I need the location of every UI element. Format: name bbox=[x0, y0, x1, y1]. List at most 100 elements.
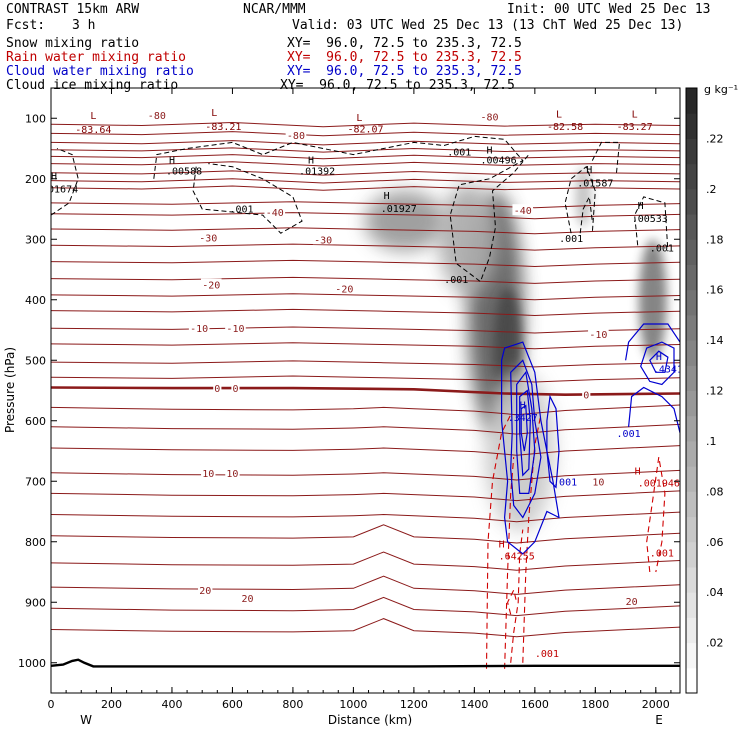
isotherm-upper bbox=[51, 121, 680, 128]
colorbar-unit: g kg⁻¹ bbox=[704, 83, 738, 96]
isotherm-mid bbox=[51, 308, 680, 317]
isotherm-label: -10 bbox=[226, 324, 244, 335]
isotherm-low bbox=[51, 618, 680, 638]
colorbar-bin bbox=[686, 440, 697, 467]
isotherm-mid bbox=[51, 326, 680, 334]
colorbar-tick-label: .14 bbox=[706, 334, 724, 347]
snow-shade-blob bbox=[575, 166, 592, 227]
isotherm-upper bbox=[51, 185, 680, 191]
isotherm-low bbox=[51, 511, 680, 523]
x-tick-label: 600 bbox=[222, 698, 243, 711]
init-time: Init: 00 UTC Wed 25 Dec 13 bbox=[507, 2, 711, 17]
isotherm-label: 20 bbox=[626, 597, 638, 608]
isotherm-label: 0 bbox=[232, 384, 238, 395]
field-snow-name: Snow mixing ratio bbox=[6, 36, 140, 51]
isotherm-label: -30 bbox=[314, 235, 332, 246]
isotherm-low bbox=[51, 596, 680, 617]
isotherm-label-bg bbox=[146, 109, 168, 121]
colorbar-bin bbox=[686, 667, 697, 694]
rain-water-contours bbox=[485, 414, 666, 669]
terrain-line bbox=[51, 658, 680, 668]
field-cloudice-name: Cloud ice mixing ratio bbox=[6, 78, 179, 93]
cloud-water-contour bbox=[625, 323, 680, 361]
cloud-ice-contour bbox=[564, 165, 596, 234]
isotherm-upper bbox=[51, 147, 680, 153]
rain-water-contour bbox=[522, 414, 542, 663]
cloud-water-contour bbox=[628, 386, 680, 433]
isotherm-label-bg bbox=[588, 328, 609, 340]
colorbar-bin bbox=[686, 390, 697, 417]
colorbar-tick-label: .02 bbox=[706, 637, 724, 650]
colorbar-bin bbox=[686, 365, 697, 391]
cloud-water-contour bbox=[519, 389, 531, 477]
colorbar-tick-label: .06 bbox=[706, 536, 724, 549]
isotherm-label-bg bbox=[624, 595, 639, 607]
extremum-label: H bbox=[656, 352, 662, 363]
model-title: CONTRAST 15km ARW bbox=[6, 2, 140, 17]
colorbar-tick-label: .04 bbox=[706, 586, 724, 599]
extremum-label: -83.64 bbox=[75, 125, 111, 136]
extremum-label: .01392 bbox=[299, 166, 335, 177]
plot-frame bbox=[50, 87, 681, 694]
cloud-ice-contour bbox=[579, 195, 593, 234]
isotherm-mid bbox=[51, 293, 680, 301]
x-tick-label: 1000 bbox=[339, 698, 367, 711]
colorbar: .02 .04 .06 .08 .1 .12 .14 .16 .18 .2 .22 g kg⁻¹ bbox=[685, 83, 738, 694]
isotherm-mid bbox=[51, 259, 680, 268]
field-cloudwater-xy: XY= 96.0, 72.5 to 235.3, 72.5 bbox=[287, 64, 522, 79]
isotherm-label-bg bbox=[334, 282, 355, 294]
snow-shade-blob bbox=[364, 191, 445, 252]
isotherm-mid bbox=[51, 243, 680, 251]
x-tick-label: 1200 bbox=[400, 698, 428, 711]
extremum-label: .3427 bbox=[508, 413, 538, 424]
isotherm-label-bg bbox=[264, 206, 286, 218]
extremum-label: L bbox=[90, 111, 96, 122]
colorbar-bin bbox=[686, 566, 697, 593]
cloud-ice-contour bbox=[153, 135, 530, 283]
extremum-label: .001 bbox=[650, 549, 674, 560]
colorbar-frame bbox=[685, 87, 698, 694]
x-tick-label: 1400 bbox=[460, 698, 488, 711]
isotherm-upper bbox=[51, 131, 680, 137]
x-tick-label: 800 bbox=[282, 698, 303, 711]
terrain-surface bbox=[51, 658, 680, 668]
extremum-label: .01674 bbox=[42, 184, 78, 195]
rain-water-contour bbox=[504, 457, 515, 669]
extremum-label: L bbox=[556, 109, 562, 120]
colorbar-tick-label: .08 bbox=[706, 485, 724, 498]
colorbar-bin bbox=[686, 592, 697, 618]
cloud-ice-contour bbox=[634, 196, 669, 252]
field-rain-xy: XY= 96.0, 72.5 to 235.3, 72.5 bbox=[287, 50, 522, 65]
extremum-label: .00533 bbox=[632, 214, 668, 225]
y-tick-label: 300 bbox=[25, 233, 46, 246]
isotherm-label-bg bbox=[231, 382, 240, 394]
isotherm-label: 0 bbox=[214, 384, 220, 395]
fcst-value: 3 h bbox=[72, 18, 96, 33]
isotherm-low bbox=[51, 490, 680, 502]
isotherm-label-bg bbox=[240, 592, 255, 604]
x-axis-label: Distance (km) bbox=[328, 713, 412, 727]
isotherm-low bbox=[51, 551, 680, 571]
x-tick-label: 1600 bbox=[521, 698, 549, 711]
isotherm-label: 10 bbox=[226, 469, 238, 480]
x-end-label-east: E bbox=[655, 713, 663, 727]
extremum-label: H bbox=[520, 400, 526, 411]
field-cloudwater-name: Cloud water mixing ratio bbox=[6, 64, 194, 79]
isotherm-label-bg bbox=[591, 475, 606, 487]
isotherm-label: -10 bbox=[190, 324, 208, 335]
extremum-label: .001 bbox=[559, 234, 583, 245]
extremum-label: .001 bbox=[447, 148, 471, 159]
isotherm-label: -80 bbox=[148, 111, 166, 122]
rain-water-contour bbox=[646, 457, 666, 573]
org-label: NCAR/MMM bbox=[243, 2, 306, 17]
isotherm-low bbox=[51, 404, 680, 416]
colorbar-tick-label: .2 bbox=[706, 183, 717, 196]
y-axis-label: Pressure (hPa) bbox=[3, 347, 17, 433]
colorbar-bin bbox=[686, 314, 697, 341]
x-tick-label: 0 bbox=[48, 698, 55, 711]
valid-time: Valid: 03 UTC Wed 25 Dec 13 (13 ChT Wed … bbox=[292, 18, 684, 33]
isotherm-label: -80 bbox=[480, 112, 498, 123]
extremum-label: .001 bbox=[650, 244, 674, 255]
isotherm-label: 0 bbox=[583, 391, 589, 402]
